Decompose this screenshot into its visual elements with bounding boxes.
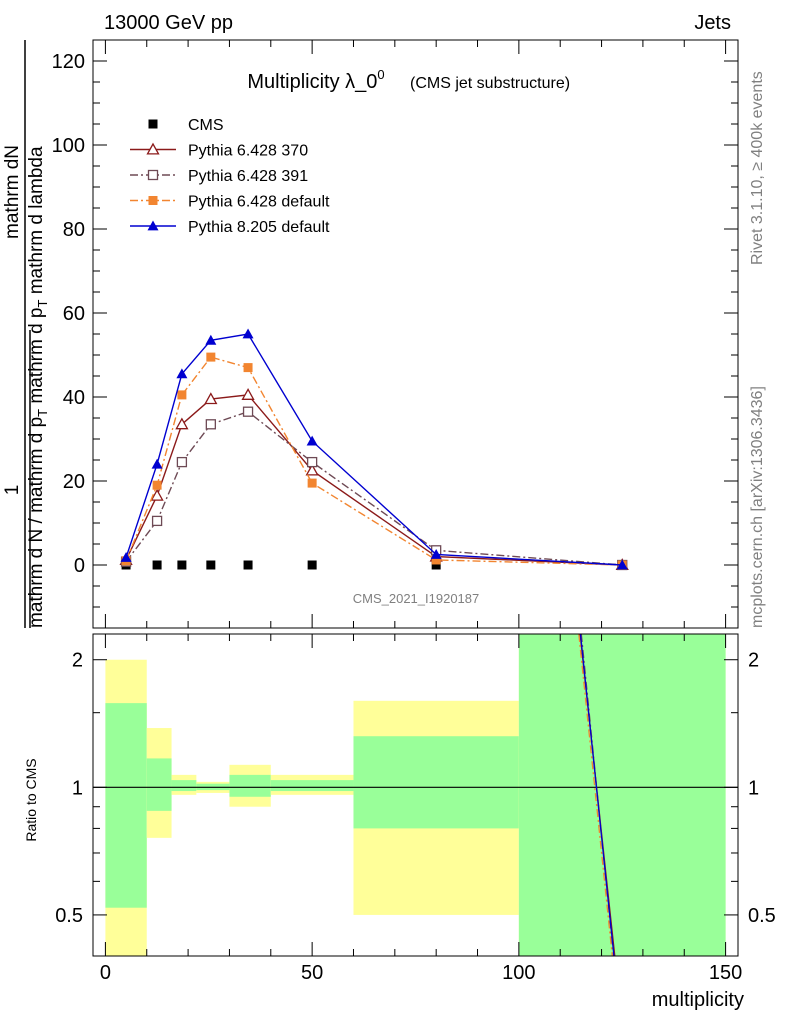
y-tick-label: 60 <box>63 303 85 325</box>
ratio-bands <box>105 634 726 956</box>
legend-label-cms: CMS <box>188 117 224 134</box>
main-y-axis-label: mathrm d N / mathrm d pT mathrm d pT mat… <box>26 146 50 628</box>
x-tick-label: 50 <box>301 962 323 984</box>
data-point-py8 <box>306 435 318 446</box>
series-line-py8 <box>125 333 623 566</box>
data-point-py391 <box>242 406 254 417</box>
data-point-py391 <box>176 456 188 468</box>
legend-label-py8: Pythia 8.205 default <box>188 219 330 236</box>
ratio-band-inner <box>270 780 354 792</box>
series-line-py391 <box>125 410 623 566</box>
analysis-watermark: CMS_2021_I1920187 <box>353 591 480 606</box>
data-point-cms <box>206 560 216 570</box>
ratio-y-tick-label: 1 <box>72 777 83 799</box>
data-point-cms <box>177 560 187 570</box>
data-point-py370 <box>241 388 255 400</box>
data-point-py370 <box>150 488 164 501</box>
data-point-py391 <box>205 419 216 430</box>
data-point-py8 <box>430 549 442 559</box>
data-point-py8 <box>242 328 254 339</box>
y-tick-label: 80 <box>63 219 85 241</box>
main-y-ticks: 0 20 40 60 80 100 120 <box>52 39 738 608</box>
ratio-y-tick-label-right: 1 <box>748 777 759 799</box>
legend: CMS Pythia 6.428 370 Pythia 6.428 391 Pythi… <box>130 117 330 236</box>
y-label-numerator-dn: mathrm dN <box>2 145 23 239</box>
y-tick-label: 100 <box>52 135 85 157</box>
legend-marker-py8 <box>147 220 159 231</box>
data-point-pydefault <box>177 390 187 400</box>
ratio-band-inner <box>518 634 726 956</box>
ratio-y-tick-label: 2 <box>72 650 83 672</box>
x-tick-label: 100 <box>502 962 535 984</box>
data-point-py8 <box>120 551 132 562</box>
y-label-denominator: mathrm d N / mathrm d pT mathrm d pT mat… <box>26 146 50 628</box>
y-label-numerator-one: 1 <box>2 485 23 496</box>
series-line-pydefault <box>125 356 623 566</box>
legend-marker-pydefault <box>148 196 158 205</box>
series-line-py370 <box>125 394 623 566</box>
data-point-pydefault <box>243 363 253 373</box>
data-point-py391 <box>306 456 318 468</box>
ratio-line-pydefault <box>578 633 613 957</box>
rivet-label: Rivet 3.1.10, ≥ 400k events <box>749 71 766 265</box>
data-point-py8 <box>616 559 628 570</box>
ratio-line-py8 <box>579 633 615 957</box>
ratio-band-inner <box>146 758 172 811</box>
main-plot: mathrm d N / mathrm d pT mathrm d pT mat… <box>2 39 739 629</box>
data-point-py370 <box>175 417 189 430</box>
ratio-y-tick-label-right: 2 <box>748 650 759 672</box>
data-point-pydefault <box>206 352 216 362</box>
data-point-pydefault <box>431 555 441 565</box>
ratio-y-label: Ratio to CMS <box>23 758 39 841</box>
ratio-lines <box>578 633 616 957</box>
legend-label-py391: Pythia 6.428 391 <box>188 168 308 185</box>
category-label: Jets <box>694 12 731 34</box>
legend-label-pydefault: Pythia 6.428 default <box>188 194 330 211</box>
x-ticks: 0 50 100 150 <box>100 40 742 984</box>
data-point-cms <box>307 560 317 570</box>
ratio-y-tick-label: 0.5 <box>55 905 83 927</box>
y-tick-label: 120 <box>52 51 85 73</box>
x-axis-label: multiplicity <box>652 989 744 1011</box>
data-point-py370 <box>204 392 218 405</box>
energy-label: 13000 GeV pp <box>104 12 233 34</box>
ratio-y-tick-label-right: 0.5 <box>748 905 776 927</box>
ratio-band-inner <box>229 774 271 797</box>
ratio-frame <box>92 633 739 957</box>
legend-label-py370: Pythia 6.428 370 <box>188 143 308 160</box>
data-point-py8 <box>176 368 188 379</box>
data-point-cms <box>431 560 441 570</box>
ratio-y-ticks: 0.5 0.5 1 1 2 2 <box>55 650 776 927</box>
legend-marker-py391 <box>147 169 159 181</box>
x-tick-label: 0 <box>100 962 111 984</box>
data-point-py391 <box>151 515 163 527</box>
legend-marker-py370 <box>146 142 160 155</box>
y-tick-label: 40 <box>63 387 85 409</box>
data-point-py8 <box>151 458 163 469</box>
y-tick-label: 20 <box>63 471 85 493</box>
data-point-py370 <box>305 463 319 476</box>
ratio-band-inner <box>353 736 519 829</box>
data-point-pydefault <box>152 480 162 490</box>
y-tick-label: 0 <box>74 555 85 577</box>
main-series <box>119 328 629 571</box>
main-subtitle: (CMS jet substructure) <box>410 75 570 92</box>
ratio-band-inner <box>171 780 197 792</box>
x-tick-label: 150 <box>709 962 742 984</box>
data-point-py8 <box>205 334 217 345</box>
data-point-pydefault <box>307 478 317 488</box>
ratio-band-inner <box>105 703 147 908</box>
data-point-cms <box>243 560 253 570</box>
data-point-cms <box>152 560 162 570</box>
ratio-plot: Ratio to CMS 0.5 0.5 1 1 2 2 0 50 100 150 multip… <box>23 40 776 1011</box>
mcplots-label: mcplots.cern.ch [arXiv:1306.3436] <box>749 386 766 628</box>
main-title: Multiplicity λ_00 <box>247 67 384 93</box>
legend-marker-cms <box>148 119 158 129</box>
